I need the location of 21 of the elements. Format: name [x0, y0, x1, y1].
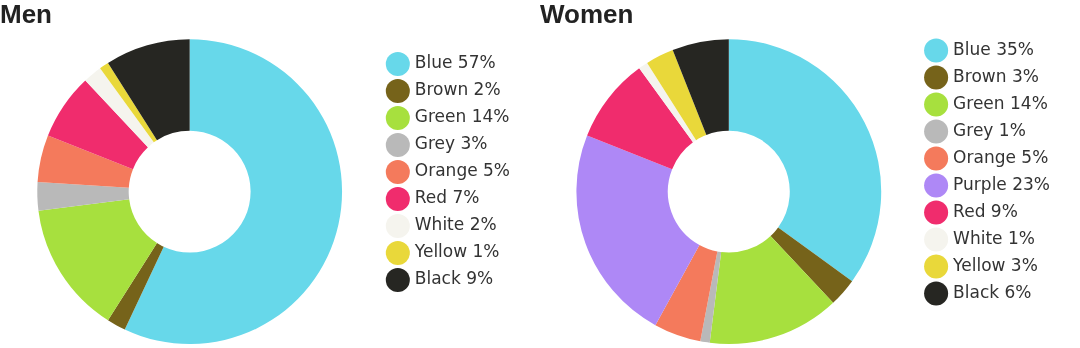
legend-label: Blue 57% [414, 52, 496, 73]
legend-label: Orange 5% [414, 160, 510, 181]
legend-label: Brown 2% [414, 79, 501, 100]
legend-label: Orange 5% [953, 146, 1049, 167]
legend-label: Yellow 3% [952, 254, 1038, 275]
legend-label: Black 9% [414, 268, 494, 289]
legend-label: Yellow 1% [413, 241, 500, 262]
legend-label: Black 6% [953, 281, 1032, 302]
legend-label: Green 14% [953, 92, 1048, 113]
legend-label: Red 9% [953, 200, 1018, 221]
legend-label: Red 7% [414, 187, 480, 208]
legend-label: Green 14% [414, 106, 510, 127]
legend-label: Grey 3% [414, 133, 488, 154]
legend-label: White 1% [953, 227, 1035, 248]
legend-label: Purple 23% [953, 173, 1051, 194]
legend-label: Blue 35% [953, 38, 1034, 59]
legend-label: Brown 3% [953, 65, 1039, 86]
chart-title: Men [0, 0, 52, 29]
legend-label: White 2% [414, 214, 497, 235]
chart-title: Women [540, 0, 634, 29]
legend-label: Grey 1% [953, 119, 1026, 140]
